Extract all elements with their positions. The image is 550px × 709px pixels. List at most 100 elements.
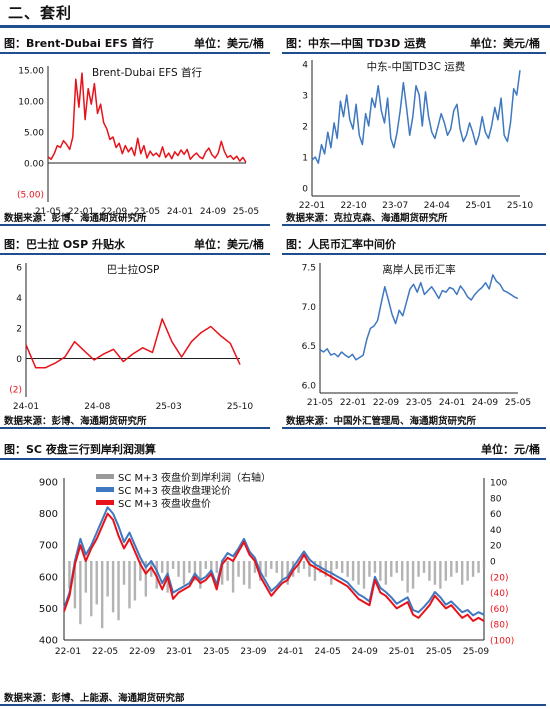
cny-chart: 7.5 7.0 6.5 6.0 21-05 22-01 22-09 23-05 24-01 24-… bbox=[302, 263, 531, 408]
profit-bar bbox=[417, 561, 420, 577]
y-tick-label-right: (40) bbox=[490, 589, 508, 599]
profit-bar bbox=[90, 561, 93, 617]
profit-bar bbox=[253, 561, 257, 573]
y-tick-label-left: 800 bbox=[39, 509, 58, 520]
profit-bar bbox=[237, 561, 240, 577]
y-tick-label: 2 bbox=[302, 123, 308, 133]
profit-bar bbox=[144, 561, 148, 597]
y-tick-label-right: 20 bbox=[490, 542, 502, 552]
x-tick-label: 22-09 bbox=[129, 647, 155, 657]
x-tick-label: 24-09 bbox=[352, 647, 378, 657]
y-tick-label-left: 400 bbox=[39, 636, 58, 647]
x-tick-label: 22-01 bbox=[55, 647, 81, 657]
panel-header: 图：中东—中国 TD3D 运费 单位：美元/桶 bbox=[282, 32, 546, 54]
profit-bar bbox=[351, 561, 355, 581]
x-tick-label: 23-07 bbox=[382, 201, 408, 211]
profit-bar bbox=[280, 561, 284, 581]
panel-unit: 单位：美元/桶 bbox=[193, 238, 264, 251]
panel-unit: 单位：美元/桶 bbox=[193, 37, 264, 50]
profit-bar bbox=[308, 561, 311, 577]
profit-bar bbox=[177, 561, 180, 577]
y-tick-label: 6.0 bbox=[302, 382, 317, 392]
x-tick-label: 23-09 bbox=[240, 647, 266, 657]
panel-title: 图：中东—中国 TD3D 运费 bbox=[286, 37, 427, 50]
legend-label: SC M+3 夜盘收盘价 bbox=[118, 497, 211, 510]
profit-bar bbox=[302, 561, 306, 569]
profit-bar bbox=[100, 561, 104, 629]
profit-bar bbox=[242, 561, 246, 585]
legend-swatch bbox=[96, 474, 114, 479]
panel-header: 图：巴士拉 OSP 升贴水 单位：美元/桶 bbox=[0, 233, 270, 255]
x-tick-label: 25-05 bbox=[505, 398, 531, 408]
profit-bar bbox=[450, 561, 453, 577]
x-tick-label: 22-01 bbox=[299, 201, 325, 211]
sc-chart: 900 800 700 600 500 400 100 80 60 40 20 0 (20) (40) (6… bbox=[39, 471, 514, 657]
osp-chart: 6 4 2 0 (2) 24-01 24-08 25-03 25-10 巴士拉OSP bbox=[9, 263, 253, 412]
profit-bar bbox=[335, 561, 338, 569]
series-line bbox=[311, 70, 521, 164]
profit-bar bbox=[384, 561, 388, 585]
profit-bar bbox=[368, 561, 371, 577]
profit-bar bbox=[182, 561, 186, 585]
profit-bar bbox=[84, 561, 88, 593]
profit-bar bbox=[411, 561, 415, 589]
x-tick-label: 25-03 bbox=[156, 402, 182, 412]
profit-bar bbox=[444, 561, 448, 581]
profit-bar bbox=[133, 561, 137, 601]
series-line bbox=[47, 72, 247, 163]
chart-title: Brent-Dubai EFS 首行 bbox=[92, 66, 202, 79]
y-tick-label-right: 40 bbox=[490, 526, 502, 536]
y-tick-label: 10.00 bbox=[18, 98, 44, 108]
y-tick-label: 6 bbox=[16, 264, 22, 274]
source-rule bbox=[0, 427, 270, 429]
x-tick-label: 24-01 bbox=[439, 398, 465, 408]
profit-bar bbox=[373, 561, 377, 573]
profit-bar bbox=[324, 561, 328, 577]
profit-bar bbox=[395, 561, 398, 573]
y-tick-label-right: (80) bbox=[490, 621, 508, 631]
profit-bar bbox=[270, 561, 273, 569]
profit-bar bbox=[111, 561, 115, 613]
y-tick-label: 4 bbox=[302, 61, 308, 71]
profit-bar bbox=[455, 561, 458, 573]
panel-header: 图：人民币汇率中间价 bbox=[282, 233, 546, 255]
chart-title: 离岸人民币汇率 bbox=[382, 263, 456, 276]
y-tick-label-right: (100) bbox=[490, 637, 514, 647]
x-tick-label: 23-05 bbox=[134, 207, 160, 217]
y-tick-label: 6.5 bbox=[302, 342, 316, 352]
panel-source: 数据来源：彭博、上能源、海通期货研究部 bbox=[4, 693, 185, 704]
profit-bar bbox=[122, 561, 126, 585]
x-tick-label: 25-09 bbox=[463, 647, 489, 657]
profit-bar bbox=[406, 561, 409, 593]
y-tick-label-right: 0 bbox=[490, 558, 496, 568]
chart-title: 巴士拉OSP bbox=[107, 263, 160, 276]
profit-bar bbox=[73, 561, 77, 609]
profit-bar bbox=[62, 561, 66, 569]
source-rule bbox=[282, 224, 546, 226]
panel-title: 图：人民币汇率中间价 bbox=[286, 238, 396, 251]
x-tick-label: 24-01 bbox=[277, 647, 303, 657]
y-tick-label-right: (20) bbox=[490, 573, 508, 583]
profit-bar bbox=[220, 561, 224, 585]
series-line bbox=[63, 512, 485, 622]
x-tick-label: 23-01 bbox=[166, 647, 192, 657]
profit-bar bbox=[204, 561, 208, 569]
x-tick-label: 23-05 bbox=[406, 398, 432, 408]
section-title: 二、套利 bbox=[8, 4, 73, 22]
profit-bar bbox=[390, 561, 393, 577]
legend-label: SC M+3 夜盘收盘理论价 bbox=[118, 484, 231, 497]
x-tick-label: 25-01 bbox=[389, 647, 415, 657]
panel-source: 数据来源：彭博、海通期货研究所 bbox=[4, 416, 147, 427]
x-tick-label: 24-01 bbox=[13, 402, 39, 412]
profit-bar bbox=[346, 561, 349, 577]
source-rule bbox=[0, 704, 546, 706]
panel-source: 数据来源：彭博、海通期货研究所 bbox=[4, 213, 147, 224]
panel-unit: 单位：美元/桶 bbox=[469, 37, 540, 50]
y-tick-label-left: 500 bbox=[39, 604, 58, 615]
profit-bar bbox=[188, 561, 191, 573]
profit-bar bbox=[68, 561, 71, 589]
series-line bbox=[25, 318, 241, 369]
panel-cny: 图：人民币汇率中间价 7.5 7.0 6.5 6.0 21-05 22-01 22-09 23… bbox=[282, 233, 546, 429]
x-tick-label: 24-01 bbox=[167, 207, 193, 217]
profit-bar bbox=[139, 561, 142, 581]
